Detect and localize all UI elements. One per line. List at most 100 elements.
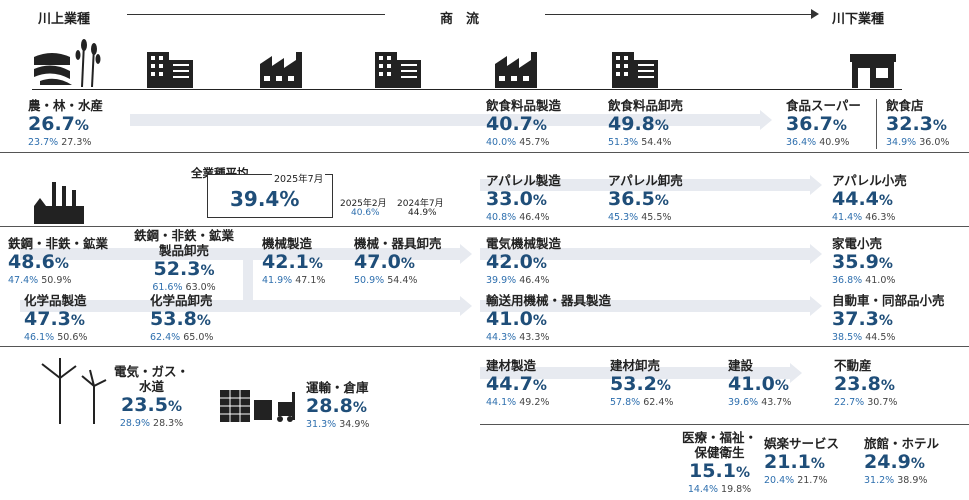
industry-value: 23.8%	[834, 373, 895, 395]
flow-label: 商 流	[440, 12, 480, 27]
industry-value: 26.7%	[28, 113, 89, 135]
header-arrow-head	[811, 9, 819, 19]
industry-bldmat-mfg: 建材製造 44.7% 44.1% 49.2%	[486, 358, 549, 409]
percent-sign: %	[74, 118, 89, 134]
industry-history: 31.2% 38.9%	[864, 475, 939, 487]
farm-icon	[34, 39, 101, 88]
power-plant-icon	[34, 182, 84, 224]
wind-turbine-icon	[41, 358, 107, 424]
value-prev-year: 50.6%	[54, 332, 88, 343]
industry-name: 建材卸売	[610, 358, 661, 373]
industry-name: 不動産	[834, 358, 872, 373]
average-box: 2025年7月 39.4%	[207, 171, 333, 218]
industry-history: 47.4% 50.9%	[8, 275, 108, 287]
value-prev-year: 40.9%	[816, 137, 850, 148]
industry-history: 34.9% 36.0%	[886, 137, 949, 149]
industry-machine-mfg: 機械製造 42.1% 41.9% 47.1%	[262, 236, 325, 287]
industry-value: 23.5%	[121, 394, 182, 416]
industry-name: アパレル卸売	[608, 173, 683, 188]
value-feb: 31.3%	[306, 419, 337, 430]
percent-sign: %	[656, 378, 671, 394]
downstream-label: 川下業種	[832, 12, 885, 27]
industry-name: 食品スーパー	[786, 98, 861, 113]
industry-history: 40.0% 45.7%	[486, 137, 561, 149]
average-feb-value: 40.6%	[351, 208, 380, 218]
industry-name: 家電小売	[832, 236, 883, 251]
industry-apparel-whl: アパレル卸売 36.5% 45.3% 45.5%	[608, 173, 683, 224]
percent-sign: %	[167, 399, 182, 415]
industry-value: 42.0%	[486, 251, 547, 273]
industry-value: 53.8%	[150, 308, 211, 330]
percent-sign: %	[932, 118, 947, 134]
flow-arrow-food	[130, 110, 772, 130]
industry-history: 62.4% 65.0%	[150, 332, 213, 344]
value-prev-year: 41.0%	[862, 275, 896, 286]
flow-arrow-apparel	[480, 175, 822, 195]
industry-value: 37.3%	[832, 308, 893, 330]
industry-history: 39.6% 43.7%	[728, 397, 791, 409]
value-prev-year: 54.4%	[638, 137, 672, 148]
industry-value: 32.3%	[886, 113, 947, 135]
industry-restaurant: 飲食店 32.3% 34.9% 36.0%	[886, 98, 949, 149]
percent-sign: %	[832, 118, 847, 134]
industry-history: 14.4% 19.8%	[682, 484, 757, 496]
industry-value: 41.0%	[486, 308, 547, 330]
industry-history: 46.1% 50.6%	[24, 332, 87, 344]
industry-value: 35.9%	[832, 251, 893, 273]
flow-arrow-vertical	[243, 256, 253, 304]
industry-steel: 鉄鋼・非鉄・鉱業 48.6% 47.4% 50.9%	[8, 236, 108, 287]
value-feb: 47.4%	[8, 275, 39, 286]
percent-sign: %	[810, 456, 825, 472]
industry-name: アパレル製造	[486, 173, 561, 188]
percent-sign: %	[654, 118, 669, 134]
industry-name: 鉄鋼・非鉄・鉱業	[8, 236, 109, 251]
value-prev-year: 62.4%	[640, 397, 674, 408]
industry-logistics: 運輸・倉庫 28.8% 31.3% 34.9%	[306, 380, 369, 431]
office-building-icon	[375, 52, 421, 88]
value-feb: 57.8%	[610, 397, 641, 408]
industry-value: 48.6%	[8, 251, 69, 273]
industry-history: 44.3% 43.3%	[486, 332, 611, 344]
industry-apparel-ret: アパレル小売 44.4% 41.4% 46.3%	[832, 173, 907, 224]
industry-value: 53.2%	[610, 373, 671, 395]
percent-sign: %	[532, 256, 547, 272]
industry-supermarket: 食品スーパー 36.7% 36.4% 40.9%	[786, 98, 861, 149]
industry-agri: 農・林・水産 26.7% 23.7% 27.3%	[28, 98, 103, 149]
shop-icon	[850, 54, 896, 88]
value-prev-year: 46.3%	[862, 212, 896, 223]
industry-name: 娯楽サービス	[764, 436, 840, 451]
industry-medical: 医療・福祉・ 保健衛生 15.1% 14.4% 19.8%	[682, 430, 757, 496]
factory-icon	[260, 52, 302, 88]
percent-sign: %	[532, 313, 547, 329]
industry-name: 飲食料品製造	[486, 98, 562, 113]
industry-name: 建材製造	[486, 358, 537, 373]
industry-chem-whl: 化学品卸売 53.8% 62.4% 65.0%	[150, 293, 213, 344]
industry-entertainment: 娯楽サービス 21.1% 20.4% 21.7%	[764, 436, 839, 487]
value-prev-year: 65.0%	[180, 332, 214, 343]
flow-arrow-vertical-head	[238, 248, 258, 258]
industry-value: 36.7%	[786, 113, 847, 135]
industry-history: 50.9% 54.4%	[354, 275, 442, 287]
industry-history: 41.9% 47.1%	[262, 275, 325, 287]
industry-realestate: 不動産 23.8% 22.7% 30.7%	[834, 358, 897, 409]
divider-1	[0, 152, 969, 153]
value-feb: 36.4%	[786, 137, 817, 148]
industry-value: 40.7%	[486, 113, 547, 135]
percent-sign: %	[532, 378, 547, 394]
value-feb: 41.9%	[262, 275, 293, 286]
industry-transport-mfg: 輸送用機械・器具製造 41.0% 44.3% 43.3%	[486, 293, 611, 344]
warehouse-forklift-icon	[220, 390, 295, 422]
industry-steel-whl: 鉄鋼・非鉄・鉱業 製品卸売 52.3% 61.6% 63.0%	[134, 228, 234, 294]
value-feb: 28.9%	[119, 418, 150, 429]
industry-value: 42.1%	[262, 251, 323, 273]
industry-history: 40.8% 46.4%	[486, 212, 561, 224]
industry-elec-mfg: 電気機械製造 42.0% 39.9% 46.4%	[486, 236, 561, 287]
industry-name: 医療・福祉・ 保健衛生	[682, 430, 758, 460]
percent-sign: %	[532, 118, 547, 134]
office-building-icon	[612, 52, 658, 88]
industry-name: 電気機械製造	[486, 236, 562, 251]
header-line-left	[127, 14, 385, 15]
value-feb: 46.1%	[24, 332, 55, 343]
percent-sign: %	[880, 378, 895, 394]
industry-history: 51.3% 54.4%	[608, 137, 683, 149]
